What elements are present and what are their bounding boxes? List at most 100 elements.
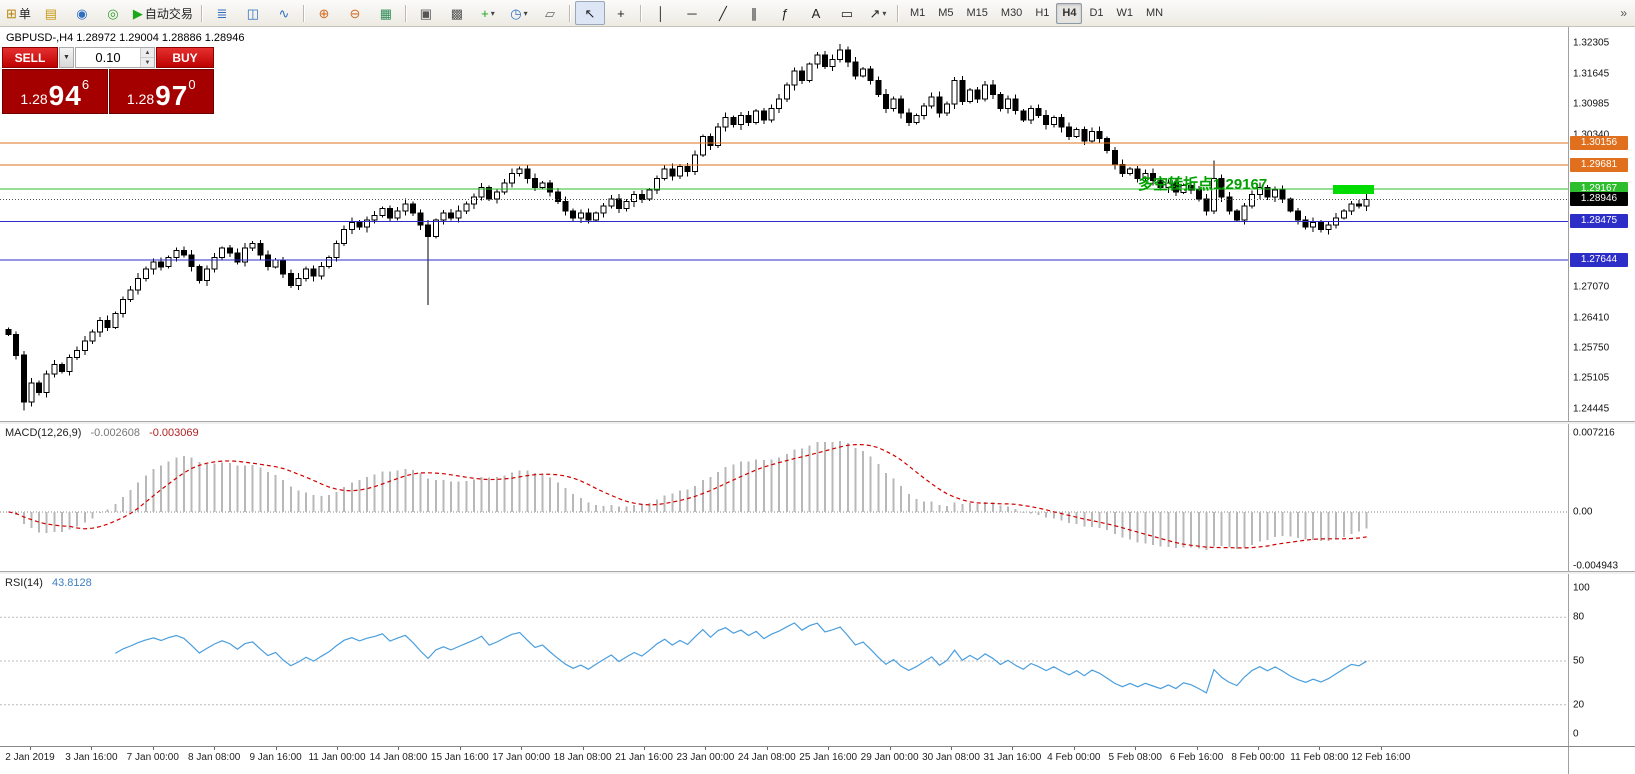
sell-price-prefix: 1.28 (20, 91, 48, 107)
line-chart-button[interactable]: ∿ (269, 1, 299, 25)
time-label: 3 Jan 16:00 (65, 752, 118, 763)
toolbar: ⊞ 单 ▤ ◉ ◎ ▶ 自动交易 ≣ ◫ ∿ ⊕ ⊖ ▦ ▣ ▩ + ▾ ◷ ▾ ▱ ↖ + │ ─ ╱ ∥ ƒ A ▭ ↗ ▾ M1 M5 M… (0, 0, 1635, 27)
market-watch-icon: ◉ (76, 5, 88, 21)
zoom-in-icon: ⊕ (318, 5, 330, 21)
timeframe-m15[interactable]: M15 (966, 7, 988, 19)
price-level-label: 1.30156 (1570, 136, 1628, 151)
rsi-panel[interactable]: RSI(14) 43.8128 100 80 50 20 0 (0, 574, 1635, 746)
cursor-button[interactable]: ↖ (574, 1, 605, 25)
time-label: 25 Jan 16:00 (799, 752, 858, 763)
order-type-dropdown[interactable]: ▼ (59, 47, 74, 68)
chart-window-button[interactable]: ▤ (36, 1, 66, 25)
axis-label: 1.31645 (1573, 68, 1610, 80)
timeframe-m5[interactable]: M5 (938, 7, 954, 19)
axis-label: 20 (1573, 699, 1585, 711)
time-tick (275, 747, 277, 750)
axis-label: 1.24445 (1573, 403, 1610, 415)
timeframe-w1[interactable]: W1 (1116, 7, 1134, 19)
help-button[interactable]: ◎ (98, 1, 128, 25)
auto-arrange-button[interactable]: ▦ (371, 1, 401, 25)
shapes-button[interactable]: ▭ (832, 1, 862, 25)
equidistant-channel-button[interactable]: ∥ (739, 1, 769, 25)
line-chart-icon: ∿ (278, 5, 290, 21)
macd-canvas[interactable] (0, 424, 1568, 571)
time-label: 11 Jan 00:00 (308, 752, 366, 763)
auto-trading-button[interactable]: ▶ 自动交易 (129, 1, 197, 25)
vertical-line-button[interactable]: │ (646, 1, 676, 25)
zoom-out-icon: ⊖ (349, 5, 361, 21)
time-label: 14 Jan 08:00 (369, 752, 428, 763)
timeframe-d1[interactable]: D1 (1089, 7, 1104, 19)
time-label: 15 Jan 16:00 (430, 752, 489, 763)
timeframe-bar: M1 M5 M15 M30 H1 H4 D1 W1 MN (904, 2, 1169, 24)
price-level-label: 1.28475 (1570, 214, 1628, 229)
rsi-canvas[interactable] (0, 574, 1568, 746)
auto-trading-button-label: 自动交易 (144, 6, 193, 21)
macd-scale[interactable]: 0.007216 0.00 -0.004943 (1568, 424, 1635, 571)
timeframe-h4[interactable]: H4 (1056, 2, 1083, 24)
time-label: 29 Jan 00:00 (860, 752, 919, 763)
axis-label: 0.007216 (1573, 427, 1615, 439)
vertical-line-icon: │ (656, 5, 665, 21)
auto-arrange-icon: ▦ (379, 5, 393, 21)
timeframe-mn[interactable]: MN (1146, 7, 1164, 19)
timeframe-m30[interactable]: M30 (1000, 7, 1023, 19)
buy-button[interactable]: BUY (156, 47, 214, 68)
bar-chart-button[interactable]: ≣ (207, 1, 237, 25)
volume-down-button[interactable]: ▼ (141, 58, 154, 67)
crosshair-button[interactable]: + (606, 1, 636, 25)
text-button[interactable]: A (801, 1, 831, 25)
new-order-button[interactable]: ⊞ 单 (2, 1, 35, 25)
chart-price-scale[interactable]: 1.32305 1.31645 1.30985 1.30340 1.27070 1.264… (1568, 27, 1635, 421)
time-axis[interactable]: 2 Jan 2019 3 Jan 16:00 7 Jan 00:00 8 Jan 08… (0, 746, 1635, 774)
time-tick (889, 747, 891, 750)
time-tick (582, 747, 584, 750)
volume-input[interactable]: 0.10 ▲ ▼ (75, 47, 155, 68)
buy-price-pip: 0 (188, 77, 196, 92)
auto-trading-icon: ▶ (132, 5, 143, 21)
rsi-name: RSI(14) (5, 577, 43, 589)
new-chart-button[interactable]: + ▾ (473, 1, 503, 25)
help-icon: ◎ (107, 5, 119, 21)
arrows-icon: ↗ (869, 5, 881, 21)
buy-price-big: 97 (155, 80, 189, 111)
zoom-out-button[interactable]: ⊖ (340, 1, 370, 25)
fibonacci-button[interactable]: ƒ (770, 1, 800, 25)
panel-divider[interactable] (0, 571, 1635, 575)
time-tick (644, 747, 645, 750)
timeframe-h1[interactable]: H1 (1035, 7, 1050, 19)
annotation-text[interactable]: 多空转折点1.29167 (1138, 176, 1268, 193)
macd-main-value: -0.002608 (90, 427, 141, 439)
alerts-button[interactable]: ◷ ▾ (504, 1, 534, 25)
price-chart-canvas[interactable] (0, 27, 1568, 421)
toolbar-overflow-button[interactable]: » (1620, 6, 1627, 20)
volume-up-button[interactable]: ▲ (141, 48, 154, 58)
sell-price-big: 94 (48, 80, 82, 111)
time-tick (1135, 747, 1137, 750)
horizontal-line-button[interactable]: ─ (677, 1, 707, 25)
trendline-button[interactable]: ╱ (708, 1, 738, 25)
time-label: 8 Jan 08:00 (188, 752, 241, 763)
caret-icon: ▾ (523, 8, 528, 18)
volume-value[interactable]: 0.10 (95, 50, 121, 65)
zoom-in-button[interactable]: ⊕ (309, 1, 339, 25)
panel-divider[interactable] (0, 421, 1635, 425)
rsi-scale[interactable]: 100 80 50 20 0 (1568, 574, 1635, 746)
axis-label: 1.25105 (1573, 372, 1610, 384)
timeframe-m1[interactable]: M1 (909, 7, 926, 19)
arrows-button[interactable]: ↗ ▾ (863, 1, 893, 25)
tile-windows-button[interactable]: ▣ (411, 1, 441, 25)
time-tick (705, 747, 707, 750)
main-chart[interactable]: GBPUSD-,H4 1.28972 1.29004 1.28886 1.289… (0, 27, 1635, 421)
cascade-windows-button[interactable]: ▩ (442, 1, 472, 25)
sell-button[interactable]: SELL (2, 47, 58, 68)
chart-shift-button[interactable]: ▱ (535, 1, 565, 25)
time-label: 12 Feb 16:00 (1351, 752, 1411, 763)
candlestick-chart-button[interactable]: ◫ (238, 1, 268, 25)
market-watch-button[interactable]: ◉ (67, 1, 97, 25)
time-tick (1380, 747, 1382, 750)
macd-panel[interactable]: MACD(12,26,9) -0.002608 -0.003069 0.0072… (0, 424, 1635, 571)
annotation-marker[interactable] (1333, 185, 1374, 194)
rsi-label: RSI(14) 43.8128 (5, 577, 92, 589)
axis-label: -0.004943 (1573, 560, 1619, 572)
